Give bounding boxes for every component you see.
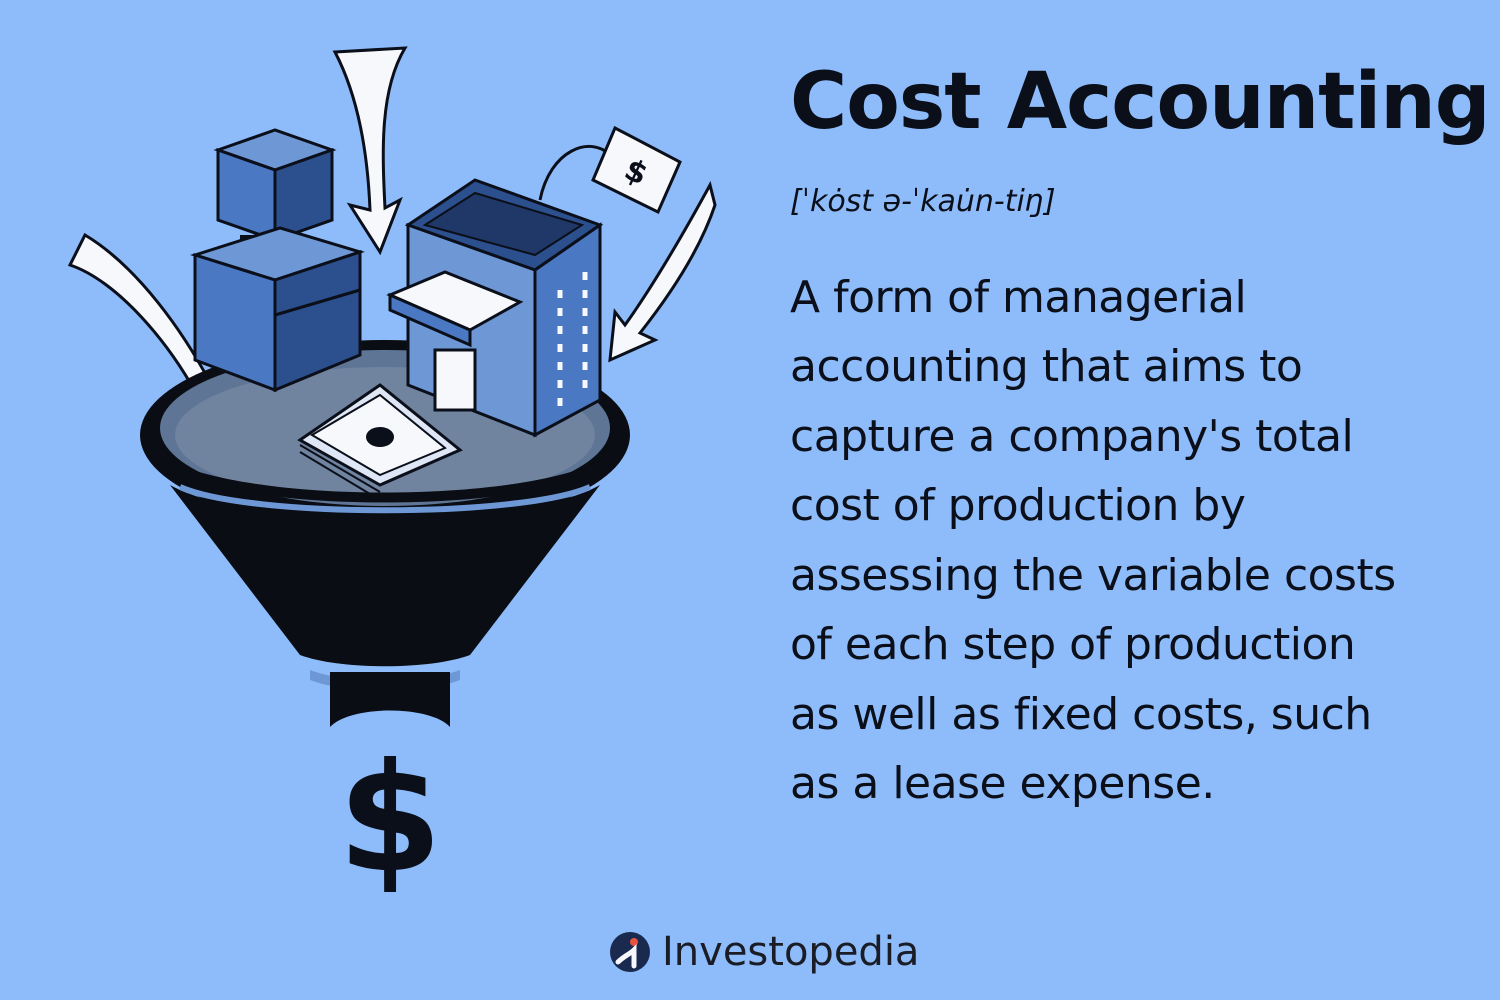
definition-line: capture a company's total bbox=[790, 410, 1354, 462]
pronunciation: [ˈkȯst ə-ˈkau̇n-tiŋ] bbox=[790, 183, 1056, 219]
definition-line: cost of production by bbox=[790, 480, 1246, 532]
box-icon bbox=[213, 128, 337, 249]
definition-line: assessing the variable costs bbox=[790, 549, 1396, 601]
definition-line: A form of managerial bbox=[790, 271, 1247, 323]
definition-line: as a lease expense. bbox=[790, 758, 1215, 810]
definition-panel: Cost Accounting [ˈkȯst ə-ˈkau̇n-tiŋ] A f… bbox=[790, 57, 1491, 819]
definition-line: as well as fixed costs, such bbox=[790, 688, 1372, 740]
price-tag-icon: $ bbox=[538, 125, 682, 215]
arrow-icon bbox=[332, 46, 408, 256]
definition-line: accounting that aims to bbox=[790, 341, 1303, 393]
investopedia-logo-icon bbox=[610, 932, 650, 972]
funnel-icon bbox=[145, 440, 625, 727]
definition-line: of each step of production bbox=[790, 619, 1356, 671]
brand-logo[interactable]: Investopedia bbox=[608, 930, 919, 974]
box-icon bbox=[190, 226, 365, 393]
definition-text: A form of managerial accounting that aim… bbox=[790, 263, 1480, 819]
dollar-sign-icon: $ bbox=[338, 732, 442, 906]
page-title: Cost Accounting bbox=[790, 57, 1491, 147]
arrow-icon bbox=[608, 180, 717, 363]
brand-name: Investopedia bbox=[662, 929, 920, 975]
cash-stack-icon bbox=[297, 383, 463, 501]
store-building-icon bbox=[386, 178, 604, 438]
cost-funnel-illustration: $ bbox=[67, 46, 717, 906]
